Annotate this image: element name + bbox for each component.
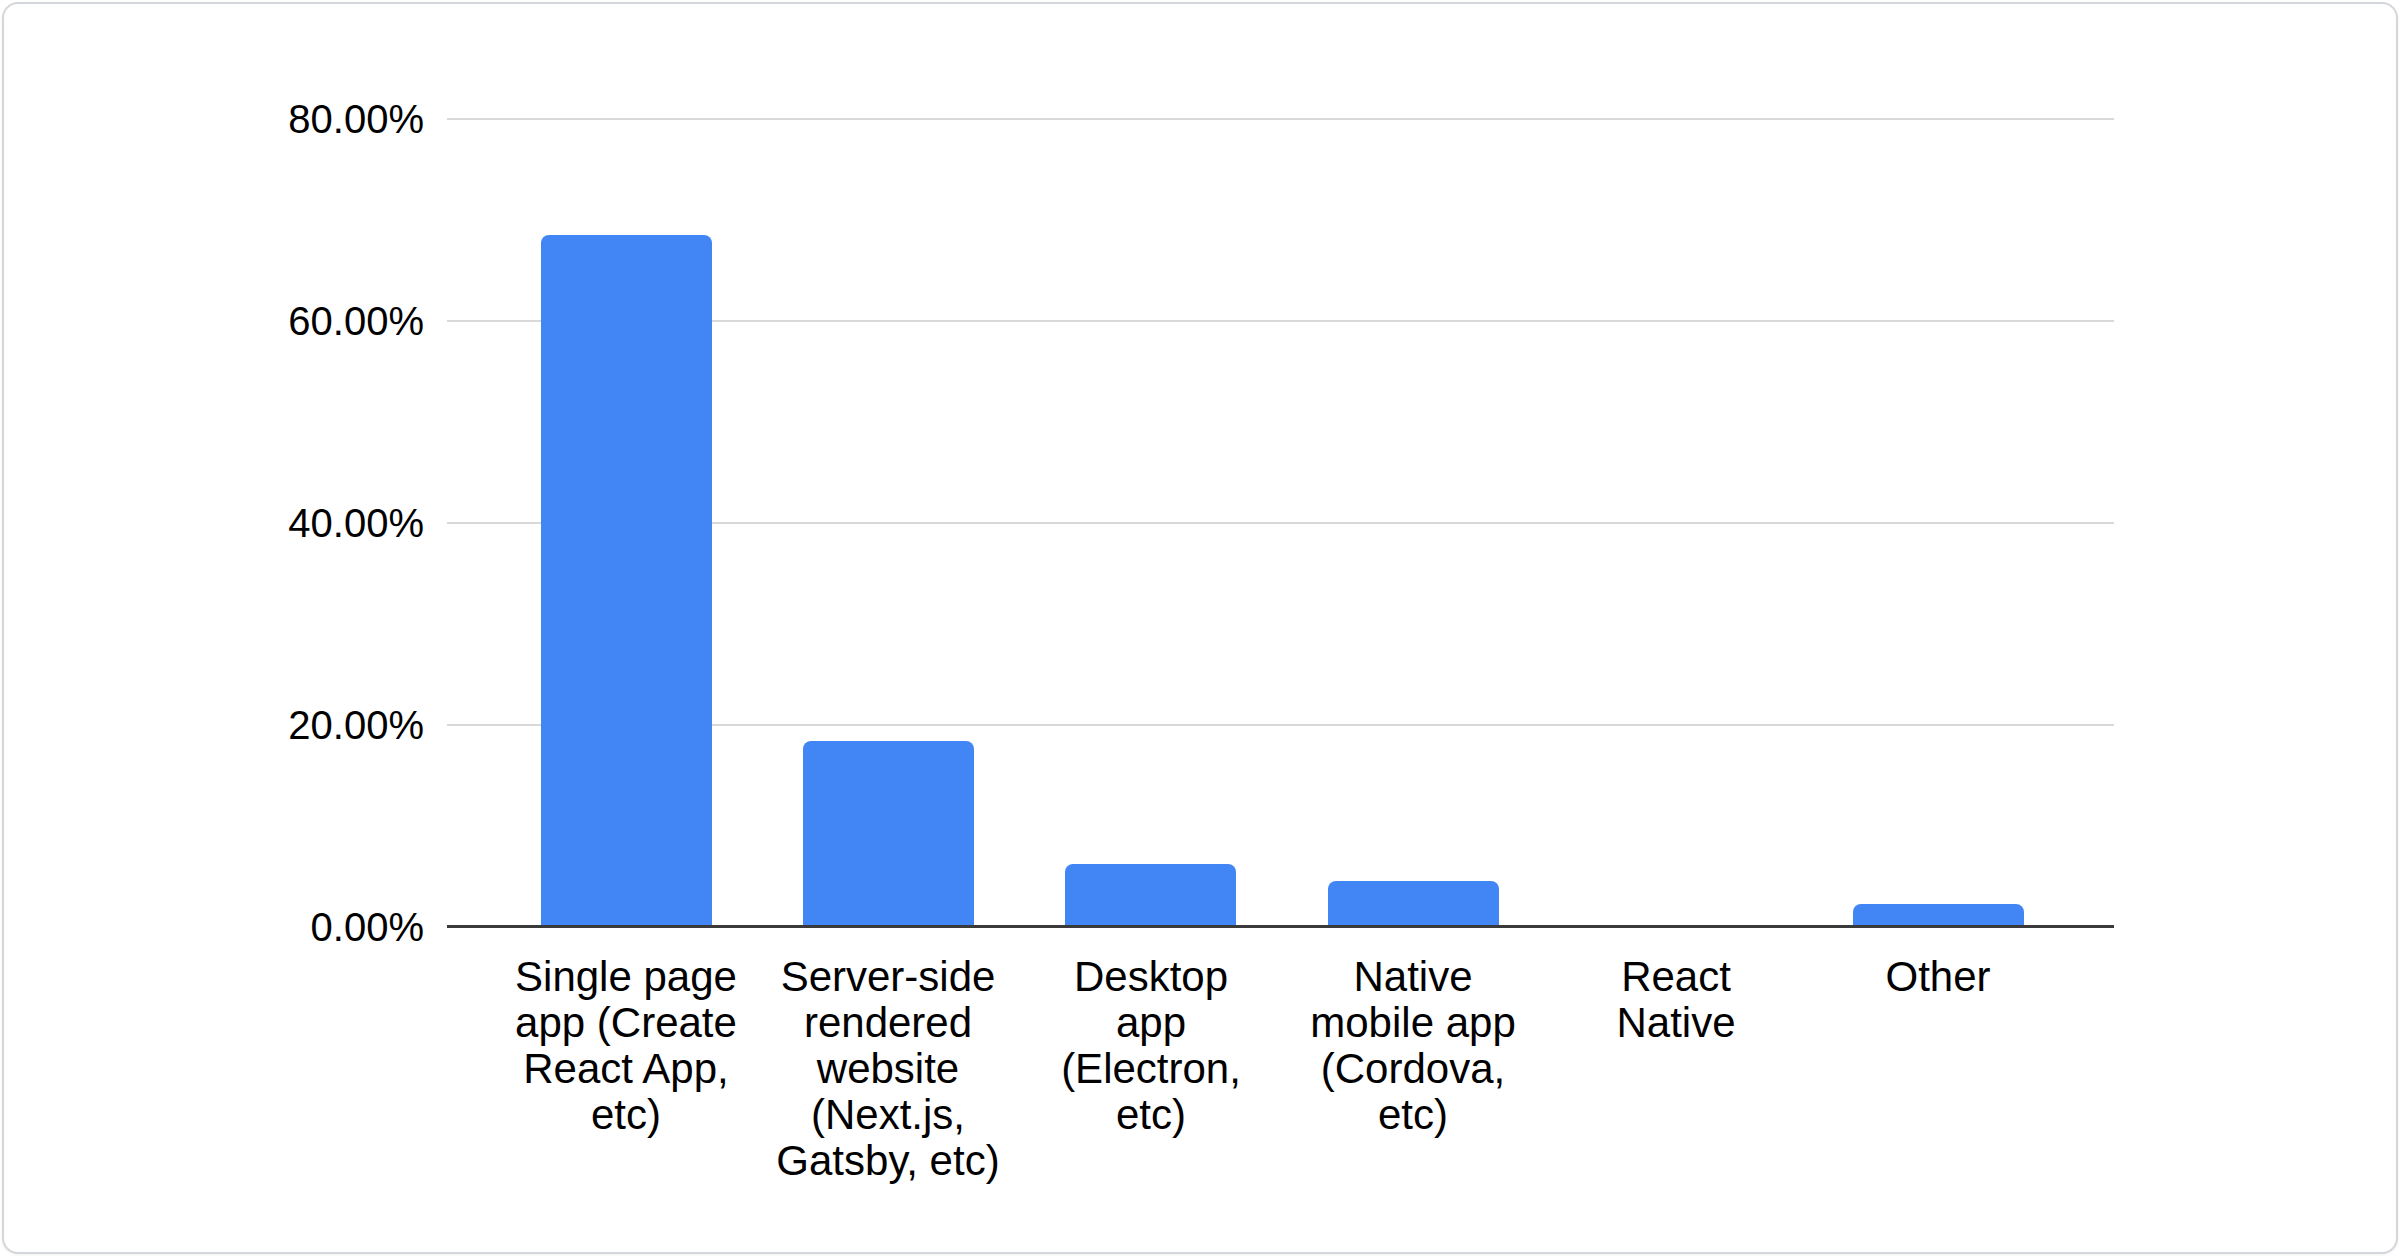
chart-card: 0.00%20.00%40.00%60.00%80.00% Single pag… xyxy=(2,2,2398,1254)
gridline xyxy=(447,118,2114,120)
y-axis-tick-label: 80.00% xyxy=(214,96,424,142)
bar xyxy=(541,235,712,927)
bar xyxy=(1328,881,1499,927)
y-axis-tick-label: 20.00% xyxy=(214,702,424,748)
x-axis-baseline xyxy=(447,925,2114,928)
y-axis-tick-label: 60.00% xyxy=(214,298,424,344)
bar-chart: 0.00%20.00%40.00%60.00%80.00% Single pag… xyxy=(4,4,2396,1252)
screenshot: 0.00%20.00%40.00%60.00%80.00% Single pag… xyxy=(0,0,2400,1256)
bar xyxy=(1853,904,2024,927)
y-axis-tick-label: 0.00% xyxy=(214,904,424,950)
bar xyxy=(803,741,974,927)
x-axis-category-label: Other xyxy=(1783,954,2093,1000)
bar xyxy=(1065,864,1236,927)
y-axis-tick-label: 40.00% xyxy=(214,500,424,546)
